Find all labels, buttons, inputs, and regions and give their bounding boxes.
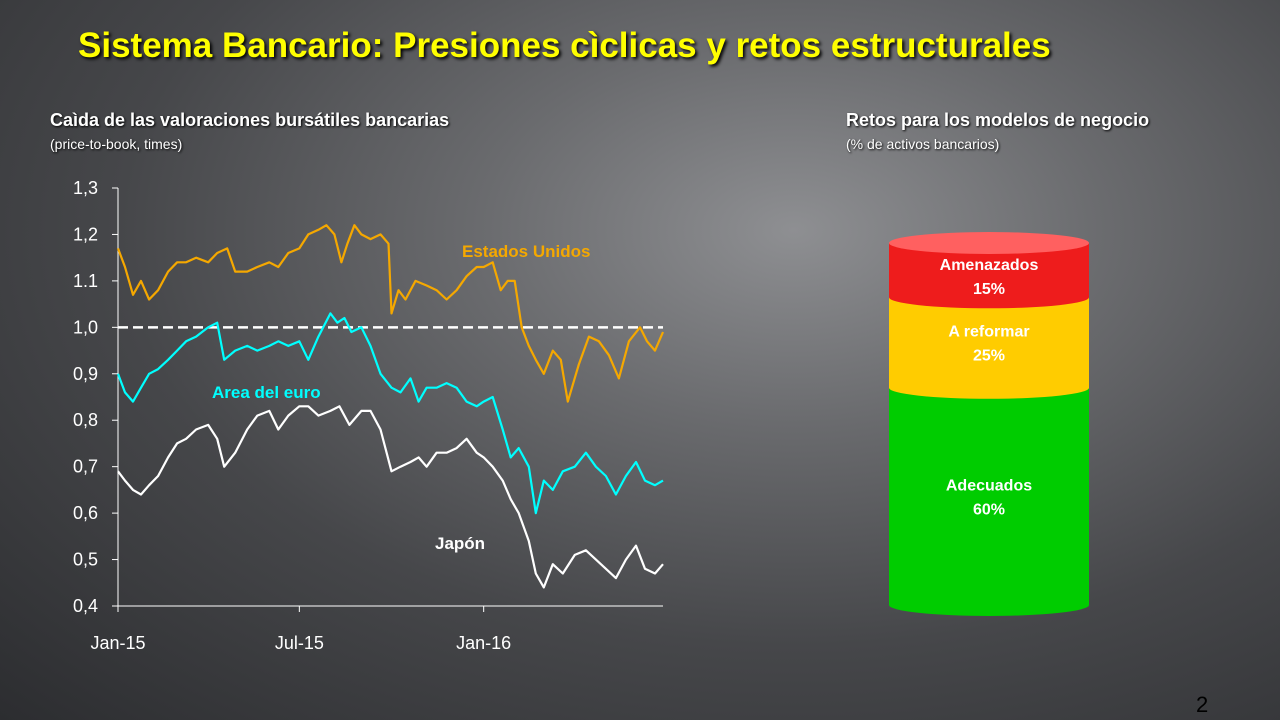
y-tick-label: 1.1	[73, 271, 98, 291]
y-tick-label: 0,7	[73, 457, 98, 477]
series-line-2	[117, 405, 664, 589]
segment-name-label-2: Adecuados	[946, 477, 1032, 494]
segment-value-label-1: 25%	[973, 348, 1005, 365]
page-title: Sistema Bancario: Presiones cìclicas y r…	[78, 26, 1051, 65]
line-chart-title: Caìda de las valoraciones bursátiles ban…	[50, 110, 450, 130]
y-tick-label: 0,6	[73, 503, 98, 523]
y-tick-label: 1,3	[73, 178, 98, 198]
cylinder-top	[889, 232, 1089, 254]
series-line-0	[116, 224, 665, 403]
cylinder-segment-0	[889, 243, 1089, 309]
y-tick-label: 0,5	[73, 550, 98, 570]
segment-name-label-0: Amenazados	[940, 257, 1039, 274]
segment-value-label-0: 15%	[973, 281, 1005, 298]
segment-value-label-2: 60%	[973, 501, 1005, 518]
y-tick-label: 0,8	[73, 410, 98, 430]
y-tick-label: 0,9	[73, 364, 98, 384]
series-label-1: Area del euro	[212, 383, 321, 402]
x-tick-label: Jan-15	[90, 633, 145, 653]
line-chart-subtitle: (price-to-book, times)	[50, 136, 183, 152]
x-tick-label: Jan-16	[456, 633, 511, 653]
segment-name-label-1: A reformar	[948, 324, 1029, 341]
cylinder-chart-title: Retos para los modelos de negocio	[846, 110, 1150, 130]
business-model-cylinder-chart: Amenazados 15% A reformar 25% Adecuados 60%	[889, 232, 1089, 616]
series-label-2: Japón	[435, 534, 485, 553]
series-line-1	[116, 312, 664, 515]
cylinder-segment-1	[889, 297, 1089, 399]
cylinder-segment-2	[889, 387, 1089, 616]
y-tick-label: 1,0	[73, 317, 98, 337]
x-tick-label: Jul-15	[275, 633, 324, 653]
page-number: 2	[1196, 692, 1209, 717]
cylinder-chart-heading: Retos para los modelos de negocio (% de …	[846, 110, 1149, 152]
series-label-0: Estados Unidos	[462, 242, 590, 261]
y-tick-label: 1,2	[73, 224, 98, 244]
y-tick-label: 0,4	[73, 596, 98, 616]
cylinder-chart-subtitle: (% de activos bancarios)	[846, 136, 1000, 152]
price-to-book-line-chart: 0,4 0,5 0,6 0,7 0,8 0,9 1,0 1.1 1,2 1,3 Jan-15 Jul-…	[73, 178, 665, 653]
line-chart-heading: Caìda de las valoraciones bursátiles ban…	[50, 110, 449, 152]
